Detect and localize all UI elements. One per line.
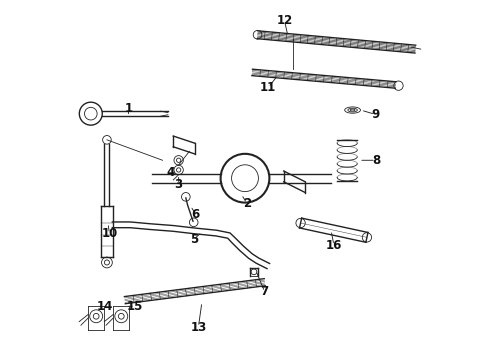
Text: 6: 6 [192, 208, 199, 221]
Text: 12: 12 [276, 14, 293, 27]
Text: 9: 9 [371, 108, 379, 121]
Text: 10: 10 [101, 227, 118, 240]
Text: 1: 1 [124, 102, 132, 115]
Text: 11: 11 [260, 81, 276, 94]
Text: 8: 8 [372, 154, 380, 167]
Text: 15: 15 [127, 300, 143, 313]
Text: 16: 16 [326, 239, 342, 252]
Text: 3: 3 [174, 178, 183, 191]
Text: 2: 2 [243, 197, 251, 210]
Text: 14: 14 [96, 300, 113, 313]
Text: 5: 5 [190, 233, 198, 246]
Text: 7: 7 [261, 285, 269, 298]
Text: 13: 13 [190, 320, 206, 333]
Text: 4: 4 [167, 166, 175, 179]
